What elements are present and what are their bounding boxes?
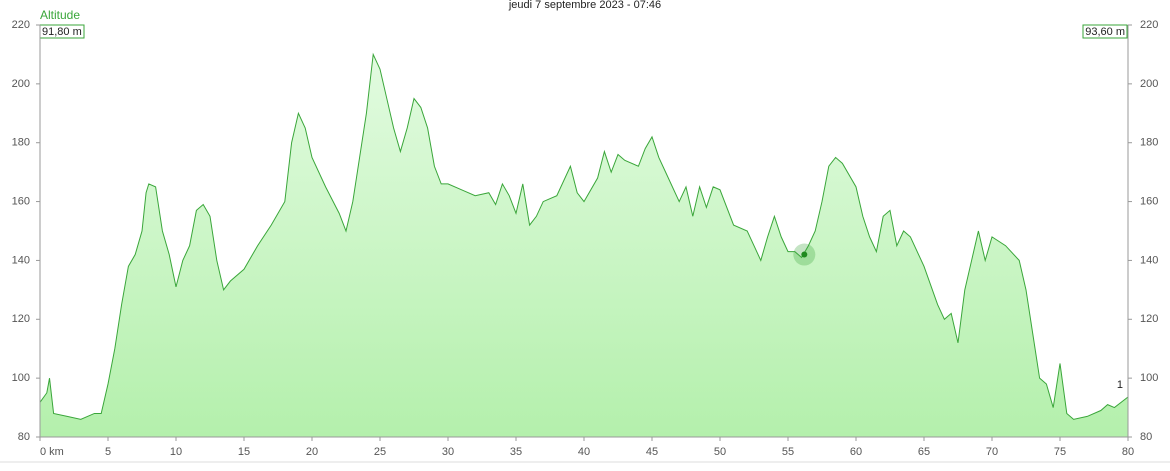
y-tick-label: 100 <box>12 372 30 384</box>
x-tick-label: 35 <box>510 446 522 458</box>
x-tick-label: 65 <box>918 446 930 458</box>
y-tick-label: 220 <box>12 19 30 31</box>
y-tick-label: 180 <box>12 137 30 149</box>
x-tick-label: 60 <box>850 446 862 458</box>
end-box <box>1082 24 1128 39</box>
x-tick-label: 30 <box>442 446 454 458</box>
area <box>40 54 1128 438</box>
y2-tick-label: 220 <box>1140 19 1158 31</box>
x-tick-label: 70 <box>986 446 998 458</box>
end-label: 93,60 m <box>1085 26 1125 38</box>
y-tick-label: 160 <box>12 195 30 207</box>
marker-label: 1 <box>1117 379 1123 391</box>
y-tick-label: 120 <box>12 313 30 325</box>
x-tick-label: 75 <box>1054 446 1066 458</box>
y-axis-label: Altitude <box>40 8 80 22</box>
x-tick-label: 20 <box>306 446 318 458</box>
chart-title: jeudi 7 septembre 2023 - 07:46 <box>508 0 661 11</box>
y-tick-label: 200 <box>12 78 30 90</box>
y2-tick-label: 200 <box>1140 78 1158 90</box>
x-tick-label: 80 <box>1122 446 1134 458</box>
x-tick-label: 50 <box>714 446 726 458</box>
x-tick-label: 15 <box>238 446 250 458</box>
y2-tick-label: 80 <box>1140 431 1152 443</box>
line <box>39 52 1129 420</box>
y2-tick-label: 180 <box>1140 137 1158 149</box>
x-tick-label: 55 <box>782 446 794 458</box>
start-label: 91,80 m <box>42 26 82 38</box>
x-tick-label: 25 <box>374 446 386 458</box>
y2-tick-label: 140 <box>1140 254 1158 266</box>
y2-tick-label: 160 <box>1140 195 1158 207</box>
x-tick-label: 40 <box>578 446 590 458</box>
y2-tick-label: 100 <box>1140 372 1158 384</box>
cursor-dot <box>801 251 808 258</box>
x-tick-label: 10 <box>170 446 182 458</box>
x-tick-label: 5 <box>105 446 111 458</box>
x-tick-label: 0 km <box>40 446 64 458</box>
y2-tick-label: 120 <box>1140 313 1158 325</box>
y-tick-label: 80 <box>18 431 30 443</box>
y-tick-label: 140 <box>12 254 30 266</box>
x-tick-label: 45 <box>646 446 658 458</box>
